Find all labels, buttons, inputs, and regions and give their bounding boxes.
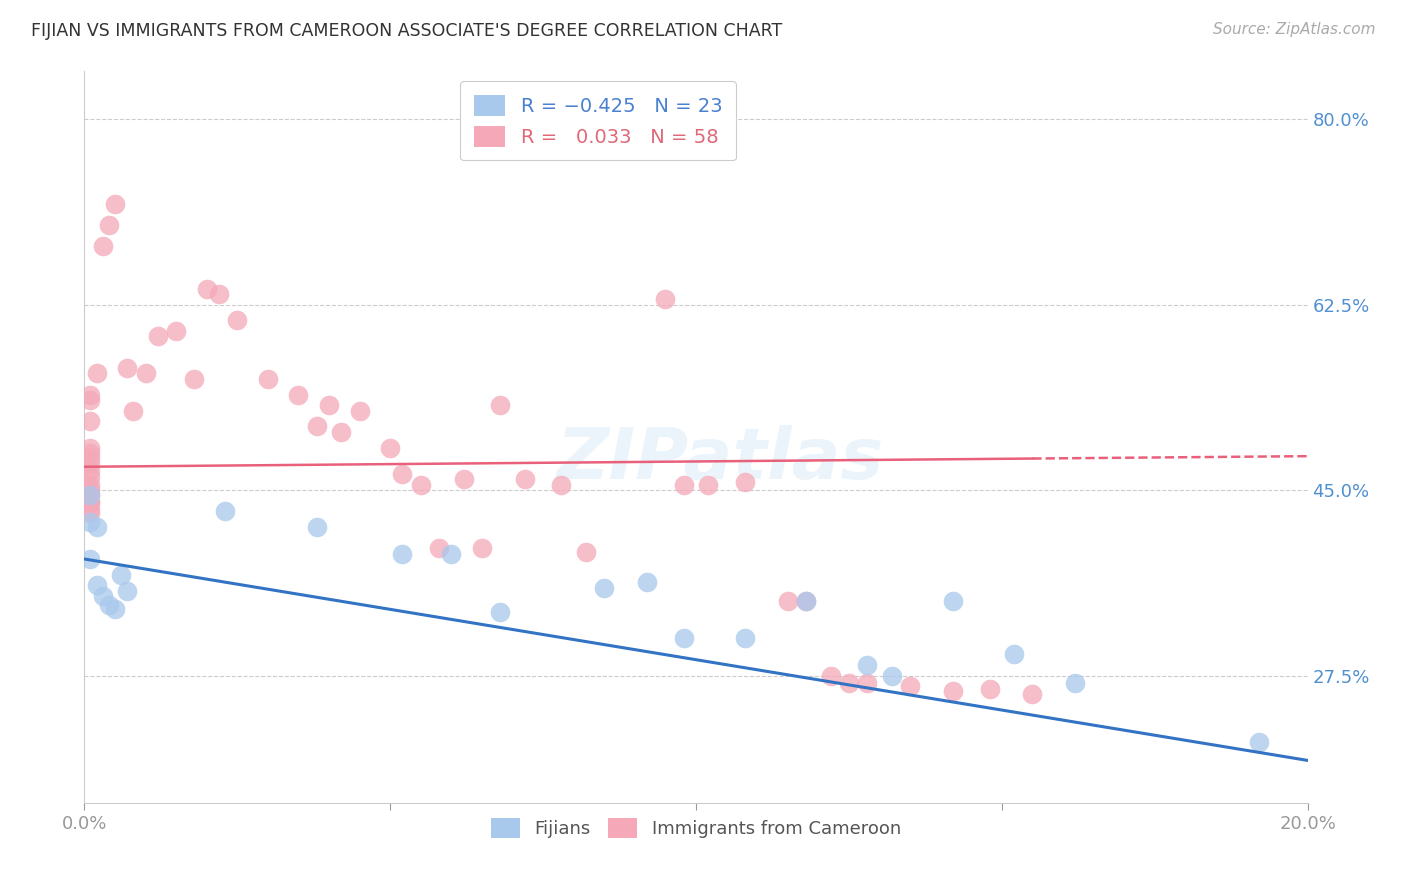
Point: [208, 287, 231, 301]
Legend: Fijians, Immigrants from Cameroon: Fijians, Immigrants from Cameroon: [484, 811, 908, 845]
Point: [380, 441, 402, 455]
Point: [440, 547, 463, 561]
Point: [122, 403, 145, 417]
Point: [672, 477, 695, 491]
Point: [489, 605, 512, 619]
Point: [86, 367, 108, 381]
Point: [942, 594, 965, 608]
Point: [734, 475, 756, 489]
Point: [287, 387, 309, 401]
Point: [79, 552, 101, 566]
Point: [654, 293, 676, 307]
Point: [110, 567, 132, 582]
Point: [79, 507, 101, 521]
Point: [97, 598, 120, 612]
Point: [79, 493, 101, 508]
Point: [79, 464, 101, 478]
Point: [489, 398, 512, 412]
Point: [79, 488, 101, 502]
Point: [898, 679, 921, 693]
Point: [636, 575, 658, 590]
Point: [513, 473, 536, 487]
Point: [79, 457, 101, 471]
Point: [79, 483, 101, 497]
Point: [79, 488, 101, 502]
Point: [214, 504, 236, 518]
Point: [305, 419, 328, 434]
Point: [79, 446, 101, 460]
Point: [86, 578, 108, 592]
Point: [115, 583, 138, 598]
Point: [856, 658, 879, 673]
Point: [79, 414, 101, 428]
Point: [146, 329, 169, 343]
Point: [79, 496, 101, 510]
Point: [79, 502, 101, 516]
Point: [820, 668, 842, 682]
Point: [330, 425, 353, 439]
Point: [1064, 676, 1087, 690]
Point: [257, 372, 280, 386]
Point: [79, 441, 101, 455]
Point: [115, 361, 138, 376]
Point: [575, 544, 598, 558]
Point: [86, 520, 108, 534]
Text: FIJIAN VS IMMIGRANTS FROM CAMEROON ASSOCIATE'S DEGREE CORRELATION CHART: FIJIAN VS IMMIGRANTS FROM CAMEROON ASSOC…: [31, 22, 782, 40]
Point: [453, 473, 475, 487]
Point: [195, 282, 218, 296]
Point: [91, 239, 114, 253]
Point: [1247, 735, 1270, 749]
Point: [79, 470, 101, 484]
Point: [672, 632, 695, 646]
Point: [391, 467, 413, 482]
Point: [391, 547, 413, 561]
Point: [79, 451, 101, 466]
Point: [409, 477, 432, 491]
Text: Source: ZipAtlas.com: Source: ZipAtlas.com: [1212, 22, 1375, 37]
Point: [856, 676, 879, 690]
Point: [305, 520, 328, 534]
Point: [135, 367, 157, 381]
Point: [104, 197, 127, 211]
Point: [942, 684, 965, 698]
Point: [97, 218, 120, 232]
Point: [1021, 687, 1043, 701]
Point: [318, 398, 340, 412]
Point: [794, 594, 817, 608]
Point: [838, 676, 860, 690]
Point: [79, 387, 101, 401]
Point: [226, 313, 249, 327]
Point: [427, 541, 450, 556]
Point: [349, 403, 371, 417]
Point: [79, 392, 101, 407]
Point: [1002, 648, 1025, 662]
Point: [471, 541, 494, 556]
Point: [593, 581, 616, 595]
Point: [794, 594, 817, 608]
Point: [183, 372, 205, 386]
Point: [697, 477, 720, 491]
Point: [79, 515, 101, 529]
Text: ZIPatlas: ZIPatlas: [557, 425, 884, 493]
Point: [979, 682, 1001, 697]
Point: [104, 602, 127, 616]
Point: [734, 632, 756, 646]
Point: [91, 589, 114, 603]
Point: [776, 594, 799, 608]
Point: [79, 477, 101, 491]
Point: [880, 668, 903, 682]
Point: [550, 477, 572, 491]
Point: [165, 324, 187, 338]
